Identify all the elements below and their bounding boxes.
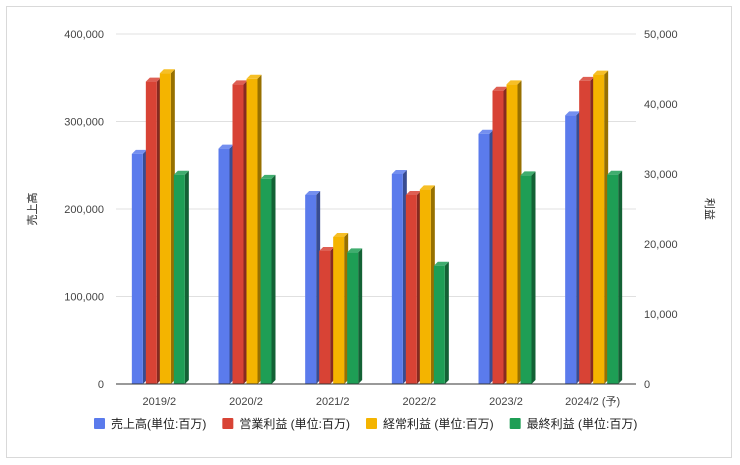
bar: [232, 80, 248, 385]
bar: [520, 171, 536, 384]
bar: [159, 69, 175, 384]
right-axis-ticks: 0 10,000 20,000 30,000 40,000 50,000: [644, 29, 678, 391]
legend-label: 売上高(単位:百万): [111, 416, 206, 431]
bar: [579, 76, 595, 385]
bar: [391, 170, 407, 384]
bar: [145, 77, 161, 384]
bar: [478, 129, 494, 384]
bar: [131, 149, 147, 384]
left-axis-title: 売上高: [25, 193, 39, 226]
left-tick-label: 0: [98, 379, 104, 391]
x-tick-label: 2020/2: [229, 396, 263, 408]
right-tick-label: 30,000: [644, 169, 678, 181]
legend-label: 営業利益 (単位:百万): [239, 416, 350, 431]
legend-label: 経常利益 (単位:百万): [383, 416, 494, 431]
legend-swatch: [222, 418, 234, 429]
bar: [492, 86, 508, 384]
legend-swatch: [94, 418, 105, 429]
bar: [246, 74, 262, 385]
bars: [131, 69, 623, 385]
right-tick-label: 50,000: [644, 29, 678, 41]
bar: [347, 248, 363, 384]
bar: [593, 70, 609, 384]
bar: [173, 170, 189, 384]
legend-item: 最終利益 (単位:百万): [509, 416, 638, 431]
x-tick-label: 2021/2: [316, 396, 350, 408]
legend-label: 最終利益 (単位:百万): [527, 416, 638, 431]
bar: [419, 185, 435, 384]
left-axis-ticks: 0 100,000 200,000 300,000 400,000: [64, 29, 104, 391]
bar: [260, 174, 276, 384]
right-tick-label: 40,000: [644, 99, 678, 111]
legend-swatch: [509, 418, 521, 429]
right-axis-title: 利益: [703, 198, 717, 220]
left-tick-label: 400,000: [64, 29, 104, 41]
bar: [607, 170, 623, 384]
x-axis-ticks: 2019/2 2020/2 2021/2 2022/2 2023/2 2024/2 (予): [143, 395, 621, 408]
bar: [565, 111, 581, 384]
bar: [319, 247, 335, 384]
x-tick-label: 2022/2: [403, 396, 437, 408]
bar: [506, 80, 522, 385]
legend-item: 売上高(単位:百万): [94, 416, 206, 431]
bar: [405, 191, 421, 384]
right-tick-label: 10,000: [644, 309, 678, 321]
right-tick-label: 20,000: [644, 239, 678, 251]
legend-swatch: [366, 418, 377, 429]
x-tick-label: 2023/2: [489, 396, 523, 408]
legend: 売上高(単位:百万) 営業利益 (単位:百万) 経常利益 (単位:百万) 最終利益 (…: [94, 416, 637, 431]
bar: [433, 261, 449, 384]
bar: [218, 144, 234, 384]
gridlines: [116, 33, 636, 385]
bar: [305, 191, 321, 384]
bar: [333, 233, 349, 384]
legend-item: 営業利益 (単位:百万): [222, 416, 350, 431]
x-tick-label: 2024/2 (予): [565, 395, 620, 408]
left-tick-label: 300,000: [64, 117, 104, 129]
left-tick-label: 200,000: [64, 204, 104, 216]
left-tick-label: 100,000: [64, 292, 104, 304]
legend-item: 経常利益 (単位:百万): [366, 416, 494, 431]
x-tick-label: 2019/2: [143, 396, 177, 408]
right-tick-label: 0: [644, 379, 650, 391]
